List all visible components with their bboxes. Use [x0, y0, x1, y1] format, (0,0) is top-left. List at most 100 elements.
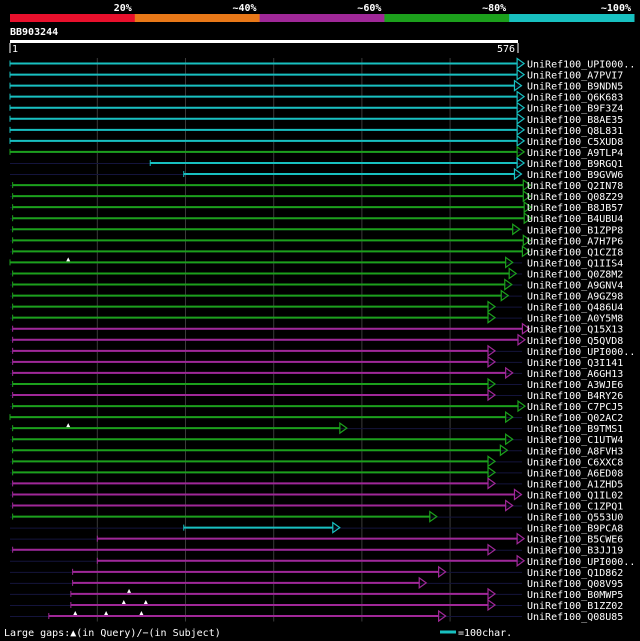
hit-row[interactable]: UniRef100_B9RGQ1 — [10, 156, 623, 170]
hit-label[interactable]: UniRef100_A7PVI7 — [527, 71, 623, 82]
hit-label[interactable]: UniRef100_Q1D862 — [527, 568, 623, 579]
hit-row[interactable]: UniRef100_Q1IIS4 — [9, 256, 623, 269]
hit-row[interactable]: UniRef100_Q3I141 — [10, 355, 623, 369]
hit-label[interactable]: UniRef100_C6XXC8 — [527, 457, 623, 468]
hit-label[interactable]: UniRef100_B8AE35 — [527, 115, 623, 126]
hit-row[interactable]: UniRef100_A9TLP4 — [9, 145, 623, 159]
hit-label[interactable]: UniRef100_UPI000.. — [527, 557, 635, 568]
hit-label[interactable]: UniRef100_Q08Z29 — [527, 192, 623, 203]
hit-row[interactable]: UniRef100_B9NDN5 — [9, 79, 623, 93]
hit-row[interactable]: UniRef100_B9TMS1 — [10, 422, 623, 435]
hit-row[interactable]: UniRef100_B5CWE6 — [10, 532, 623, 546]
hit-row[interactable]: UniRef100_A7H7P6 — [10, 234, 623, 247]
hit-row[interactable]: UniRef100_A0Y5M8 — [10, 311, 623, 325]
hit-row[interactable]: UniRef100_A7PVI7 — [9, 68, 623, 82]
hit-label[interactable]: UniRef100_UPI000.. — [527, 60, 635, 71]
hit-label[interactable]: UniRef100_A8FVH3 — [527, 446, 623, 457]
hit-label[interactable]: UniRef100_B1ZPP8 — [527, 225, 623, 236]
hit-label[interactable]: UniRef100_B9NDN5 — [527, 82, 623, 93]
hit-row[interactable]: UniRef100_A8FVH3 — [10, 444, 623, 457]
hit-label[interactable]: UniRef100_A9GNV4 — [527, 281, 623, 292]
hit-row[interactable]: UniRef100_B8JB57 — [10, 201, 623, 214]
hit-label[interactable]: UniRef100_B9F3Z4 — [527, 104, 623, 115]
hit-label[interactable]: UniRef100_Q5QVD8 — [527, 336, 623, 347]
hit-row[interactable]: UniRef100_Q1CZI8 — [10, 245, 623, 258]
hit-row[interactable]: UniRef100_Q0Z8M2 — [10, 267, 623, 280]
hit-row[interactable]: UniRef100_Q5QVD8 — [10, 333, 623, 347]
hit-row[interactable]: UniRef100_C6XXC8 — [10, 455, 623, 468]
hit-row[interactable]: UniRef100_B4UBU4 — [10, 212, 623, 225]
hit-row[interactable]: UniRef100_UPI000.. — [10, 554, 635, 568]
hit-row[interactable]: UniRef100_Q553U0 — [10, 510, 623, 524]
hit-label[interactable]: UniRef100_UPI000.. — [527, 347, 635, 358]
hit-row[interactable]: UniRef100_B9PCA8 — [10, 521, 623, 535]
hit-label[interactable]: UniRef100_Q6K683 — [527, 93, 623, 104]
hit-row[interactable]: UniRef100_A6GH13 — [10, 366, 623, 380]
hit-row[interactable]: UniRef100_B4RY26 — [10, 388, 623, 402]
hit-label[interactable]: UniRef100_Q3I141 — [527, 358, 623, 369]
hit-row[interactable]: UniRef100_Q08Z29 — [10, 189, 623, 203]
hit-label[interactable]: UniRef100_B3JJ19 — [527, 546, 623, 557]
hit-row[interactable]: UniRef100_C5XUD8 — [9, 134, 623, 148]
hit-row[interactable]: UniRef100_C1ZPQ1 — [10, 499, 623, 513]
hit-label[interactable]: UniRef100_Q1IL02 — [527, 490, 623, 501]
hit-row[interactable]: UniRef100_Q1D862 — [10, 565, 623, 579]
hit-row[interactable]: UniRef100_Q8L831 — [9, 123, 623, 137]
hit-label[interactable]: UniRef100_C7PCJ5 — [527, 402, 623, 413]
hit-row[interactable]: UniRef100_UPI000.. — [9, 57, 635, 71]
hit-label[interactable]: UniRef100_Q2IN78 — [527, 181, 623, 192]
hit-label[interactable]: UniRef100_B8JB57 — [527, 203, 623, 214]
hit-row[interactable]: UniRef100_Q02AC2 — [9, 410, 623, 424]
hit-row[interactable]: UniRef100_B1ZPP8 — [10, 223, 623, 236]
hit-label[interactable]: UniRef100_A6GH13 — [527, 369, 623, 380]
hit-label[interactable]: UniRef100_A6ED08 — [527, 468, 623, 479]
hit-row[interactable]: UniRef100_B1ZZ02 — [10, 598, 623, 612]
hit-label[interactable]: UniRef100_A1ZHD5 — [527, 479, 623, 490]
hit-label[interactable]: UniRef100_B9RGQ1 — [527, 159, 623, 170]
hit-label[interactable]: UniRef100_B5CWE6 — [527, 535, 623, 546]
hit-label[interactable]: UniRef100_A9TLP4 — [527, 148, 623, 159]
hit-row[interactable]: UniRef100_B9GVW6 — [10, 167, 623, 181]
hit-label[interactable]: UniRef100_Q0Z8M2 — [527, 269, 623, 280]
hit-row[interactable]: UniRef100_A6ED08 — [10, 466, 623, 479]
hit-row[interactable]: UniRef100_Q2IN78 — [10, 178, 623, 192]
hit-row[interactable]: UniRef100_Q15X13 — [10, 322, 623, 336]
hit-label[interactable]: UniRef100_B1ZZ02 — [527, 601, 623, 612]
hit-label[interactable]: UniRef100_Q08V95 — [527, 579, 623, 590]
hit-row[interactable]: UniRef100_Q486U4 — [10, 300, 623, 314]
hit-label[interactable]: UniRef100_Q02AC2 — [527, 413, 623, 424]
hit-row[interactable]: UniRef100_B0MWP5 — [10, 587, 623, 601]
hit-row[interactable]: UniRef100_Q6K683 — [9, 90, 623, 104]
hit-label[interactable]: UniRef100_B4UBU4 — [527, 214, 623, 225]
hit-row[interactable]: UniRef100_C7PCJ5 — [10, 399, 623, 413]
hit-label[interactable]: UniRef100_A7H7P6 — [527, 236, 623, 247]
hit-label[interactable]: UniRef100_B0MWP5 — [527, 590, 623, 601]
hit-label[interactable]: UniRef100_Q08U85 — [527, 612, 623, 623]
hit-label[interactable]: UniRef100_Q486U4 — [527, 303, 623, 314]
hit-row[interactable]: UniRef100_A3WJE6 — [10, 377, 623, 391]
hit-row[interactable]: UniRef100_B3JJ19 — [10, 543, 623, 557]
hit-row[interactable]: UniRef100_A9GZ98 — [10, 289, 623, 303]
hit-label[interactable]: UniRef100_C1ZPQ1 — [527, 502, 623, 513]
hit-row[interactable]: UniRef100_UPI000.. — [10, 344, 635, 358]
hit-row[interactable]: UniRef100_A1ZHD5 — [10, 477, 623, 490]
hit-label[interactable]: UniRef100_A9GZ98 — [527, 292, 623, 303]
hit-label[interactable]: UniRef100_A0Y5M8 — [527, 314, 623, 325]
hit-label[interactable]: UniRef100_B9PCA8 — [527, 524, 623, 535]
hit-row[interactable]: UniRef100_Q1IL02 — [10, 488, 623, 501]
hit-label[interactable]: UniRef100_A3WJE6 — [527, 380, 623, 391]
hit-row[interactable]: UniRef100_B9F3Z4 — [9, 101, 623, 115]
hit-label[interactable]: UniRef100_C5XUD8 — [527, 137, 623, 148]
hit-label[interactable]: UniRef100_B9GVW6 — [527, 170, 623, 181]
hit-label[interactable]: UniRef100_B4RY26 — [527, 391, 623, 402]
hit-label[interactable]: UniRef100_Q15X13 — [527, 325, 623, 336]
hit-row[interactable]: UniRef100_Q08V95 — [10, 576, 623, 590]
hit-label[interactable]: UniRef100_Q8L831 — [527, 126, 623, 137]
hit-label[interactable]: UniRef100_C1UTW4 — [527, 435, 623, 446]
hit-row[interactable]: UniRef100_C1UTW4 — [10, 433, 623, 446]
hit-row[interactable]: UniRef100_Q08U85 — [10, 609, 623, 623]
hit-row[interactable]: UniRef100_A9GNV4 — [10, 278, 623, 292]
hit-label[interactable]: UniRef100_Q553U0 — [527, 513, 623, 524]
hit-label[interactable]: UniRef100_Q1IIS4 — [527, 258, 623, 269]
hit-label[interactable]: UniRef100_Q1CZI8 — [527, 247, 623, 258]
